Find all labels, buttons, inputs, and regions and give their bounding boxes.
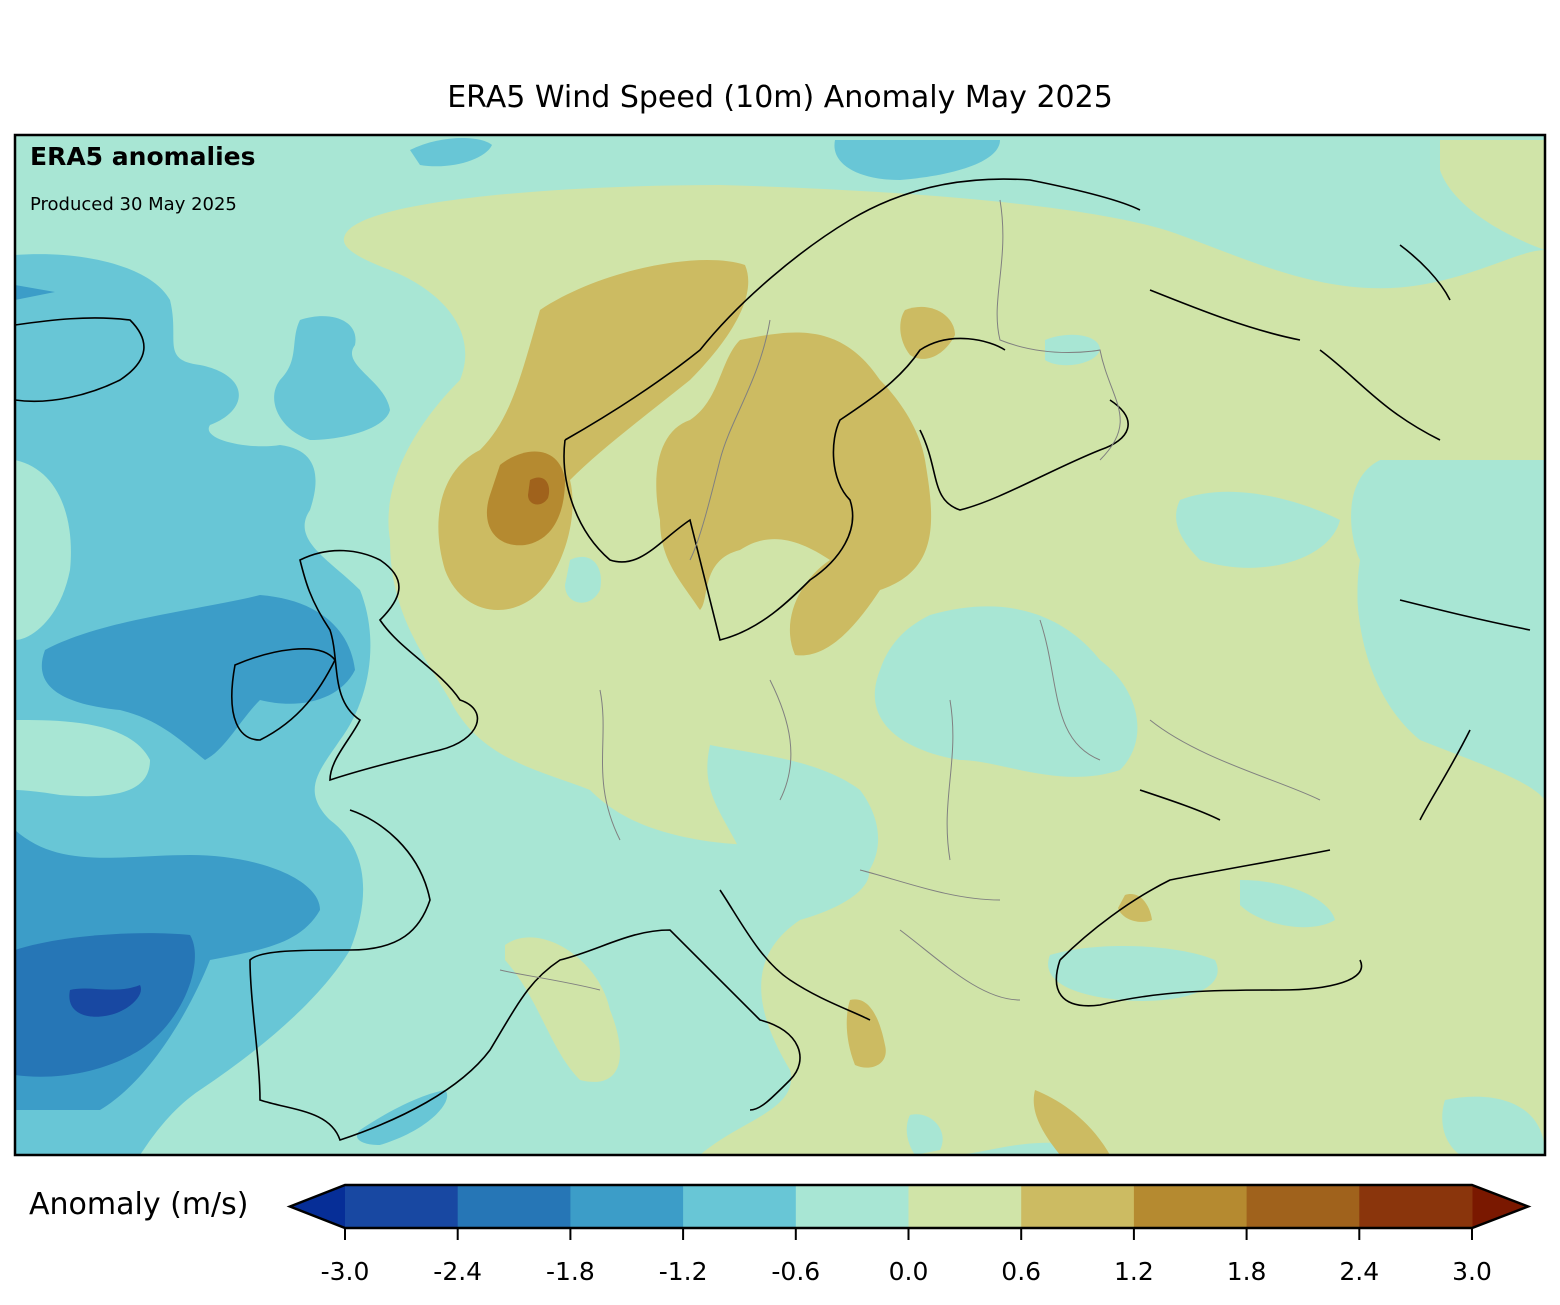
colorbar-segment: [683, 1185, 797, 1228]
field-neg12-neg06: [15, 460, 71, 640]
field-neg06-0: [1442, 1096, 1545, 1155]
annotation-produced-date: Produced 30 May 2025: [30, 194, 237, 215]
field-06-12: [1118, 894, 1152, 922]
field-12-18: [486, 451, 565, 546]
field-neg06-0: [1240, 880, 1335, 928]
colorbar-segment: [1359, 1185, 1473, 1228]
colorbar-tick-label: 1.8: [1226, 1257, 1267, 1286]
field-neg06-0: [1176, 491, 1340, 568]
field-neg06-0: [1357, 460, 1545, 790]
colorbar-segment: [1133, 1185, 1248, 1228]
map-title: ERA5 Wind Speed (10m) Anomaly May 2025: [447, 80, 1113, 115]
colorbar-tick-label: 3.0: [1452, 1257, 1492, 1286]
field-0-06: [505, 937, 620, 1082]
colorbar-tick-label: 2.4: [1339, 1257, 1380, 1286]
colorbar-segment: [908, 1185, 1022, 1228]
field-neg12-neg06: [834, 140, 1000, 180]
annotation-heading: ERA5 anomalies: [30, 142, 256, 171]
field-neg18-neg12: [15, 285, 55, 300]
colorbar-segment: [795, 1185, 909, 1228]
field-06-12: [846, 999, 886, 1068]
field-06-12: [1033, 1090, 1110, 1155]
field-neg18-neg12: [41, 595, 355, 760]
colorbar-extend-low: [290, 1185, 345, 1228]
field-neg06-0: [906, 1114, 943, 1155]
colorbar-tick-label: 0.0: [888, 1257, 929, 1286]
colorbar-extend-high: [1472, 1185, 1528, 1228]
field-neg12-neg06: [410, 138, 492, 167]
colorbar-segment: [345, 1185, 459, 1228]
field-06-12: [900, 306, 955, 359]
coastlines: [15, 178, 1531, 1142]
field-neg12-neg06: [15, 720, 150, 797]
colorbar: [286, 1183, 1532, 1240]
field-neg06-0: [707, 745, 879, 893]
colorbar-tick-label: -1.2: [658, 1257, 708, 1286]
colorbar-tick-label: -3.0: [320, 1257, 370, 1286]
colorbar-segment: [570, 1185, 684, 1228]
field-neg30-neg24: [69, 985, 141, 1017]
colorbar-tick-label: -1.8: [546, 1257, 595, 1286]
field-neg12-neg06: [274, 316, 390, 440]
colorbar-segment: [457, 1185, 571, 1228]
map-frame: [13, 133, 1547, 1157]
field-0-06: [1440, 140, 1545, 250]
colorbar-tick-label: 0.6: [1001, 1257, 1042, 1286]
colorbar-segment: [1021, 1185, 1135, 1228]
colorbar-tick-label: 1.2: [1114, 1257, 1154, 1286]
colorbar-tick-label: -0.6: [771, 1257, 821, 1286]
anomaly-field: [15, 135, 1545, 1155]
field-neg06-0: [1045, 334, 1100, 366]
field-06-12: [656, 332, 932, 656]
field-neg06-0: [1048, 945, 1218, 1001]
colorbar-tick-label: -2.4: [433, 1257, 483, 1286]
colorbar-segment: [1246, 1185, 1360, 1228]
colorbar-label: Anomaly (m/s): [29, 1187, 249, 1222]
country-borders: [499, 199, 1321, 1001]
field-neg06-0: [565, 556, 601, 603]
field-18-24: [528, 477, 550, 505]
field-neg06-0: [874, 606, 1138, 777]
